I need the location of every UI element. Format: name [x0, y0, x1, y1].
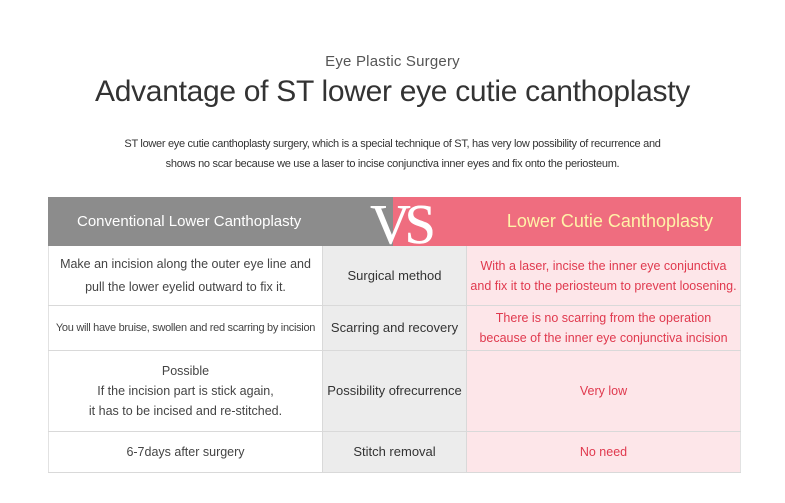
category-cell: Surgical method [322, 246, 467, 305]
description-line: shows no scar because we use a laser to … [165, 158, 620, 170]
page-subtitle: Eye Plastic Surgery [325, 53, 460, 70]
cell-line: Surgical method [347, 267, 442, 283]
cutie-heading: Lower Cutie Canthoplasty [393, 197, 741, 246]
conventional-heading: Conventional Lower Canthoplasty [48, 197, 393, 246]
page-description: ST lower eye cutie canthoplasty surgery,… [0, 134, 785, 174]
conventional-cell: Make an incision along the outer eye lin… [48, 246, 322, 305]
cell-line: 6-7days after surgery [126, 444, 245, 459]
cell-line: No need [579, 445, 628, 459]
cell-line: If the incision part is stick again, [97, 384, 274, 398]
table-row: Possible If the incision part is stick ag… [48, 351, 741, 432]
cell-line: Scarring and recovery [330, 320, 459, 335]
cell-line: because of the inner eye conjunctiva inc… [479, 331, 728, 345]
cell-line: You will have bruise, swollen and red sc… [55, 321, 316, 334]
cutie-cell: There is no scarring from the operation b… [467, 306, 741, 350]
cell-line: pull the lower eyelid outward to fix it. [85, 279, 286, 294]
page-title: Advantage of ST lower eye cutie canthopl… [95, 75, 690, 108]
cell-line: Possible [161, 364, 210, 378]
cell-line: recurrence [399, 383, 462, 398]
cell-line: and fix it to the periosteum to prevent … [470, 278, 737, 293]
comparison-table: Conventional Lower Canthoplasty Lower Cu… [48, 194, 741, 473]
cell-line: Stitch removal [353, 444, 436, 459]
category-cell: Possibility ofrecurrence [322, 351, 467, 431]
cell-line: With a laser, incise the inner eye conju… [480, 258, 727, 273]
comparison-header: Conventional Lower Canthoplasty Lower Cu… [48, 194, 741, 249]
cell-line: Make an incision along the outer eye lin… [60, 256, 311, 271]
table-row: 6-7days after surgery Stitch removal No … [48, 432, 741, 473]
cell-line: Possibility of [327, 383, 400, 398]
category-cell: Scarring and recovery [322, 306, 467, 350]
vs-text: VS [370, 194, 432, 249]
table-row: You will have bruise, swollen and red sc… [48, 306, 741, 351]
category-cell: Stitch removal [322, 432, 467, 472]
conventional-cell: You will have bruise, swollen and red sc… [48, 306, 322, 350]
table-row: Make an incision along the outer eye lin… [48, 246, 741, 306]
description-line: ST lower eye cutie canthoplasty surgery,… [124, 138, 661, 150]
cell-line: it has to be incised and re-stitched. [88, 404, 283, 418]
conventional-cell: Possible If the incision part is stick ag… [48, 351, 322, 431]
cell-line: There is no scarring from the operation [495, 311, 712, 325]
conventional-cell: 6-7days after surgery [48, 432, 322, 472]
vs-badge: VS [370, 194, 436, 249]
cutie-cell: No need [467, 432, 741, 472]
cell-line: Very low [579, 384, 628, 398]
cutie-cell: With a laser, incise the inner eye conju… [467, 246, 741, 305]
cutie-cell: Very low [467, 351, 741, 431]
